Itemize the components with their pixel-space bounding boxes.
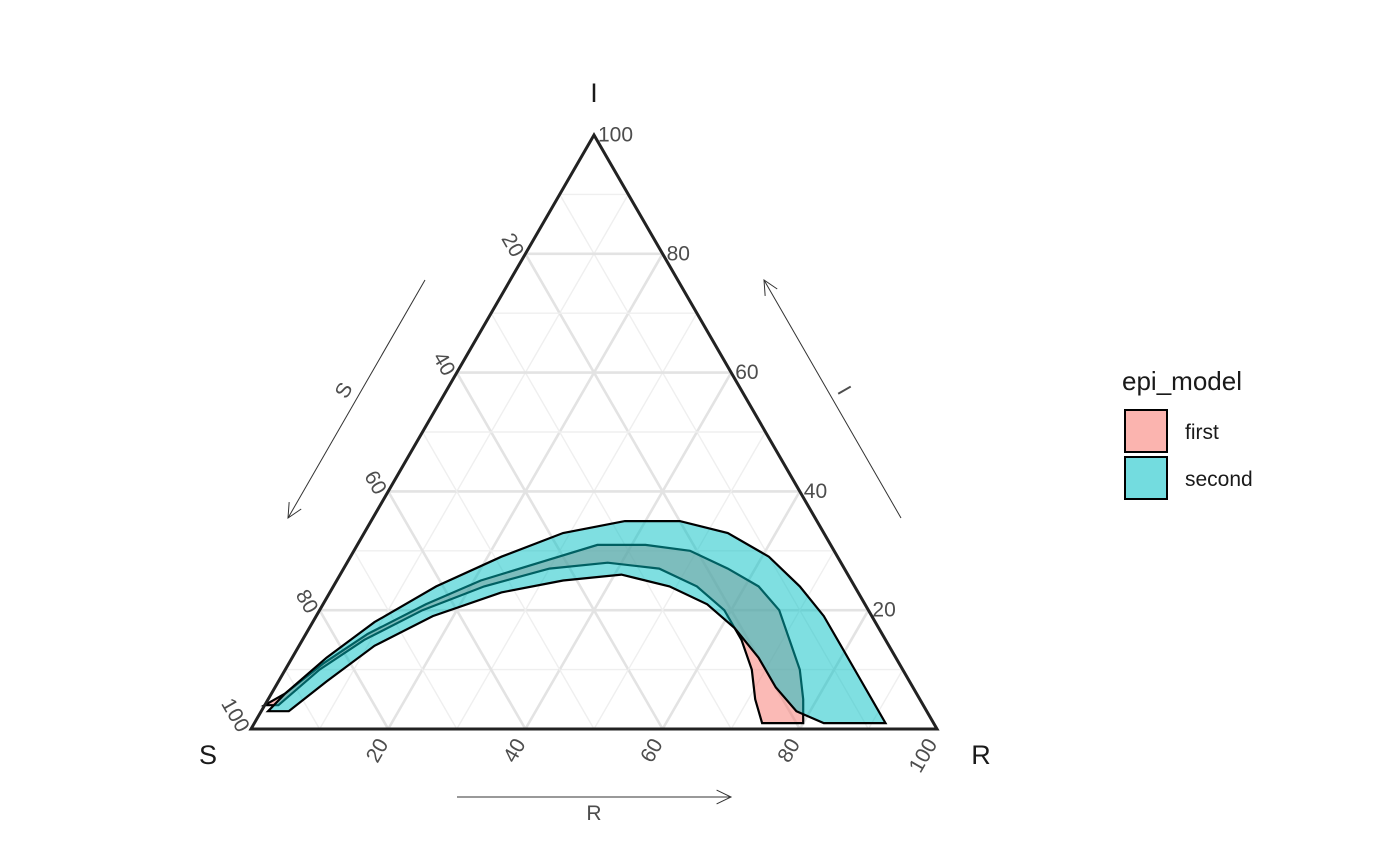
arrow-label-i: I	[832, 382, 855, 399]
tick-i-100: 100	[598, 124, 633, 147]
legend-label-first: first	[1185, 421, 1219, 444]
triangle-frame	[248, 132, 940, 731]
arrow-s-head	[287, 502, 302, 519]
tick-i-80: 80	[667, 242, 690, 265]
legend-title: epi_model	[1122, 366, 1242, 396]
grid-line-s-80	[318, 609, 390, 730]
tick-i-20: 20	[872, 599, 895, 622]
tick-s-100: 100	[216, 694, 253, 736]
arrow-label-r: R	[586, 802, 601, 825]
grid-line-s-30	[490, 312, 732, 730]
legend-key-first	[1124, 409, 1168, 453]
tick-r-20: 20	[362, 735, 394, 767]
tick-r-40: 40	[499, 735, 531, 767]
legend-label-second: second	[1185, 468, 1253, 491]
grid-line-r-30	[456, 312, 698, 730]
arrow-s-shaft	[287, 279, 426, 519]
tick-i-40: 40	[804, 480, 827, 503]
triangle-outline	[248, 132, 940, 731]
arrow-i-shaft	[763, 279, 902, 519]
tick-r-60: 60	[636, 735, 668, 767]
grid-line-s-70	[353, 550, 458, 730]
vertex-label-left: S	[199, 740, 217, 770]
region-second	[265, 519, 888, 725]
arrow-i-head	[763, 279, 778, 296]
legend-key-second	[1124, 456, 1168, 500]
arrow-label-s: S	[331, 379, 358, 403]
vertex-labels: I S R	[199, 78, 991, 770]
vertex-label-right: R	[971, 740, 991, 770]
density-regions	[260, 519, 888, 725]
tick-i-60: 60	[735, 361, 758, 384]
tick-r-80: 80	[773, 735, 805, 767]
vertex-label-top: I	[590, 78, 598, 108]
tick-r-100: 100	[905, 735, 942, 777]
grid-line-s-60	[387, 490, 527, 730]
arrow-r-head	[716, 789, 733, 805]
